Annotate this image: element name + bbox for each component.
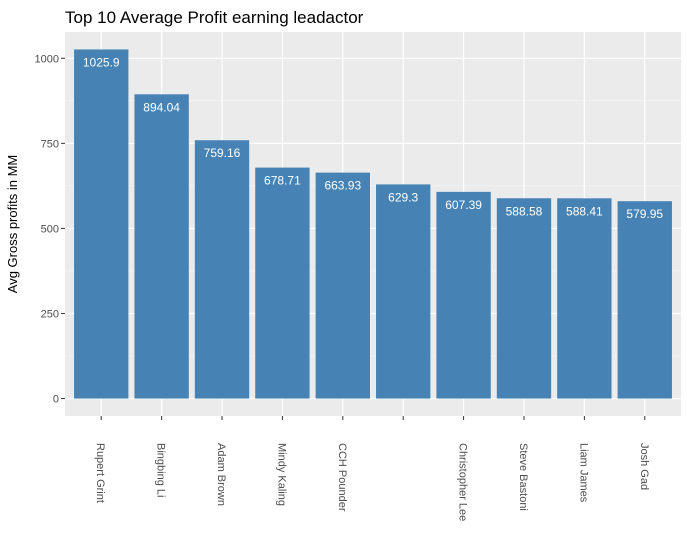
bar <box>496 198 552 399</box>
y-tick-label: 0 <box>53 394 59 406</box>
bar-value-labels: 1025.9 894.04 759.16 678.71 663.93 629.3 607.3… <box>83 55 664 221</box>
x-tick-label: Liam James <box>577 443 589 503</box>
x-tick-label: Mindy Kaling <box>275 443 287 506</box>
bars <box>74 49 672 399</box>
bar-value-label: 579.95 <box>626 207 663 221</box>
bar-value-label: 678.71 <box>264 174 301 188</box>
bar-value-label: 894.04 <box>143 100 180 114</box>
bar <box>436 191 491 399</box>
bar <box>74 49 129 399</box>
bar-value-label: 629.3 <box>388 190 418 204</box>
x-tick-label: Josh Gad <box>638 443 650 490</box>
bar-value-label: 607.39 <box>445 198 482 212</box>
y-tick-label: 1000 <box>35 53 59 65</box>
bar-value-label: 588.41 <box>566 204 603 218</box>
y-tick-label: 250 <box>41 308 59 320</box>
y-axis-title: Avg Gross profits in MM <box>5 155 20 293</box>
bar <box>376 184 431 399</box>
x-tick-label: Bingbing Li <box>155 443 167 497</box>
y-axis: 0 250 500 750 1000 <box>35 53 65 406</box>
bar-value-label: 663.93 <box>324 179 361 193</box>
y-tick-label: 500 <box>41 223 59 235</box>
x-axis: Rupert Grint Bingbing Li Adam Brown Mindy K… <box>94 416 650 521</box>
bar <box>557 198 612 399</box>
x-tick-label: CCH Pounder <box>336 443 348 512</box>
bar <box>194 140 250 399</box>
bar <box>617 201 672 399</box>
x-tick-label: Adam Brown <box>215 443 227 506</box>
bar-value-label: 759.16 <box>204 146 241 160</box>
bar <box>134 94 189 399</box>
bar <box>255 167 310 399</box>
bar <box>315 172 370 399</box>
x-tick-label: Rupert Grint <box>94 443 106 503</box>
chart-title: Top 10 Average Profit earning leadactor <box>65 8 364 27</box>
y-tick-label: 750 <box>41 138 59 150</box>
bar-value-label: 1025.9 <box>83 55 120 69</box>
x-tick-label: Christopher Lee <box>457 443 469 521</box>
x-tick-label: Steve Bastoni <box>517 443 529 511</box>
bar-value-label: 588.58 <box>506 204 543 218</box>
